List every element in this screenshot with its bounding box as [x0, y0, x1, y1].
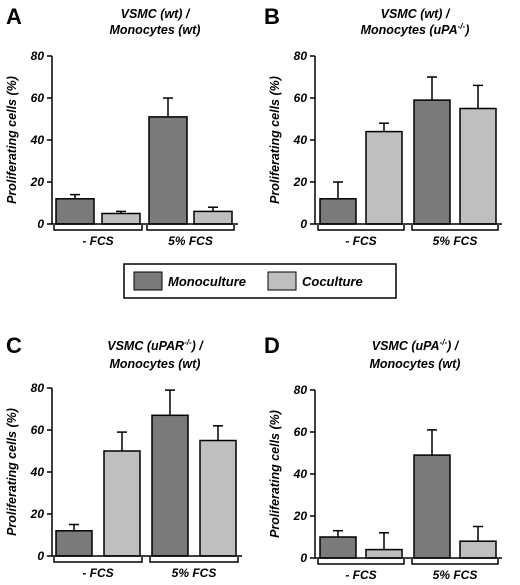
- panel-letter: C: [6, 333, 22, 358]
- y-tick-label: 40: [293, 467, 308, 481]
- panel-b: B VSMC (wt) /Monocytes (uPA-/-)Proliferat…: [264, 4, 502, 248]
- bar-monoculture-no-fcs: [55, 198, 95, 225]
- group-label: 5% FCS: [172, 566, 217, 580]
- panel-title-line2: Monocytes (wt): [110, 357, 201, 371]
- y-tick-label: 60: [31, 423, 45, 437]
- bar-coculture-no-fcs: [101, 212, 141, 225]
- group-label: - FCS: [345, 234, 376, 248]
- group-label: 5% FCS: [433, 234, 478, 248]
- group-label: - FCS: [345, 568, 376, 582]
- y-tick-label: 80: [31, 381, 45, 395]
- panel-letter: D: [264, 333, 280, 358]
- panel-d: D VSMC (uPA-/-) / Monocytes (wt) Proliferat…: [264, 333, 502, 582]
- legend-box: [123, 263, 397, 299]
- panel-title-line2: Monocytes (wt): [370, 357, 461, 371]
- panel-title-line1: VSMC (uPA-/-) /: [372, 338, 460, 353]
- bar-coculture-no-fcs: [103, 450, 141, 557]
- y-axis-label: Proliferating cells (%): [268, 76, 282, 204]
- y-axis-label: Proliferating cells (%): [5, 76, 19, 204]
- group-bracket: [317, 225, 405, 231]
- group-bracket: [53, 225, 143, 231]
- bar-monoculture-5pct-fcs: [413, 99, 451, 225]
- y-tick-label: 80: [31, 49, 45, 63]
- y-tick-label: 20: [293, 175, 308, 189]
- title-text: Monocytes (uPA: [361, 23, 458, 37]
- group-label: 5% FCS: [433, 568, 478, 582]
- panel-title-line1: VSMC (wt) /: [381, 7, 451, 21]
- panel-title-line2: Monocytes (wt): [110, 23, 201, 37]
- y-tick-label: 40: [293, 133, 308, 147]
- group-bracket: [411, 225, 499, 231]
- title-text: VSMC (uPAR: [107, 339, 184, 353]
- legend: Monoculture Coculture: [123, 263, 397, 299]
- group-bracket: [411, 559, 499, 565]
- title-text: ) /: [445, 339, 460, 353]
- title-superscript: -/-: [440, 338, 448, 347]
- bar-coculture-5pct-fcs: [459, 107, 497, 225]
- title-text: VSMC (uPA: [372, 339, 440, 353]
- bar-coculture-no-fcs: [365, 130, 403, 225]
- bar-monoculture-5pct-fcs: [151, 414, 189, 557]
- panel-title-line1: VSMC (wt) /: [121, 7, 191, 21]
- y-tick-label: 0: [300, 551, 307, 565]
- title-superscript: -/-: [184, 338, 192, 347]
- legend-label-coculture: Coculture: [302, 274, 363, 289]
- panel-title-line1: VSMC (uPAR-/-) /: [107, 338, 204, 353]
- bar-coculture-no-fcs: [365, 548, 403, 559]
- y-tick-label: 80: [294, 49, 308, 63]
- legend-swatch-coculture: [267, 271, 297, 291]
- title-text: ) /: [190, 339, 205, 353]
- title-text: Monocytes (wt): [370, 357, 461, 371]
- group-label: 5% FCS: [168, 234, 213, 248]
- panel-letter: A: [6, 4, 22, 29]
- chart-root: A VSMC (wt) / Monocytes (wt) Proliferating …: [5, 4, 502, 582]
- bar-coculture-5pct-fcs: [193, 210, 233, 225]
- bar-monoculture-5pct-fcs: [413, 454, 451, 559]
- legend-swatch-monoculture: [133, 271, 163, 291]
- group-bracket: [317, 559, 405, 565]
- y-tick-label: 0: [37, 217, 44, 231]
- bar-monoculture-no-fcs: [55, 530, 93, 557]
- y-tick-label: 0: [300, 217, 307, 231]
- group-label: - FCS: [82, 234, 113, 248]
- group-bracket: [53, 557, 143, 563]
- group-bracket: [146, 225, 235, 231]
- panel-letter: B: [264, 4, 280, 29]
- bar-monoculture-no-fcs: [319, 198, 357, 225]
- y-tick-label: 60: [31, 91, 45, 105]
- y-tick-label: 80: [294, 383, 308, 397]
- y-tick-label: 60: [294, 425, 308, 439]
- y-tick-label: 40: [30, 465, 45, 479]
- panel-title-line2: Monocytes (uPA-/-): [361, 22, 470, 37]
- title-text: Monocytes (wt): [110, 23, 201, 37]
- panel-a: A VSMC (wt) / Monocytes (wt) Proliferating …: [5, 4, 238, 248]
- bar-monoculture-5pct-fcs: [148, 116, 188, 225]
- y-tick-label: 20: [293, 509, 308, 523]
- group-label: - FCS: [82, 566, 113, 580]
- y-tick-label: 60: [294, 91, 308, 105]
- y-tick-label: 0: [37, 549, 44, 563]
- group-bracket: [149, 557, 239, 563]
- y-tick-label: 20: [30, 507, 45, 521]
- y-tick-label: 40: [30, 133, 45, 147]
- title-text: Monocytes (wt): [110, 357, 201, 371]
- panel-c: C VSMC (uPAR-/-) / Monocytes (wt) Prolifera…: [5, 333, 242, 580]
- title-text: ): [463, 23, 469, 37]
- bar-monoculture-no-fcs: [319, 536, 357, 559]
- y-axis-label: Proliferating cells (%): [5, 408, 19, 536]
- y-axis-label: Proliferating cells (%): [268, 410, 282, 538]
- bar-coculture-5pct-fcs: [199, 439, 237, 557]
- bar-coculture-5pct-fcs: [459, 540, 497, 559]
- legend-label-monoculture: Monoculture: [168, 274, 246, 289]
- y-tick-label: 20: [30, 175, 45, 189]
- title-superscript: -/-: [458, 22, 466, 31]
